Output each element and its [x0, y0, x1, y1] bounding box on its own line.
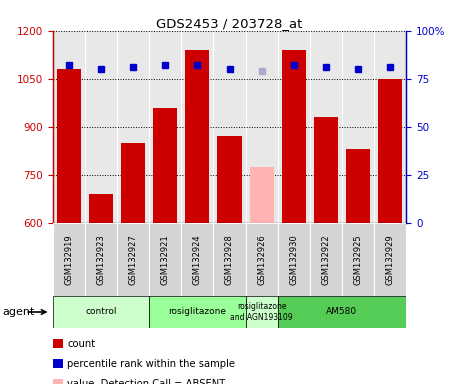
Text: AM580: AM580 [326, 308, 358, 316]
Text: GSM132929: GSM132929 [386, 234, 395, 285]
Bar [181, 223, 213, 296]
Bar [278, 296, 406, 328]
Text: GSM132923: GSM132923 [96, 234, 106, 285]
Bar [310, 223, 342, 296]
Bar [149, 296, 246, 328]
Text: agent: agent [2, 307, 35, 317]
Title: GDS2453 / 203728_at: GDS2453 / 203728_at [157, 17, 302, 30]
Text: GSM132926: GSM132926 [257, 234, 266, 285]
Bar [121, 143, 145, 223]
Bar [53, 296, 149, 328]
Text: GSM132928: GSM132928 [225, 234, 234, 285]
Bar [346, 149, 370, 223]
Text: GSM132921: GSM132921 [161, 234, 170, 285]
Text: GSM132925: GSM132925 [353, 234, 363, 285]
Text: value, Detection Call = ABSENT: value, Detection Call = ABSENT [67, 379, 226, 384]
Bar [246, 296, 278, 328]
Bar [282, 50, 306, 223]
Bar [185, 50, 209, 223]
Bar [85, 223, 117, 296]
Text: GSM132924: GSM132924 [193, 234, 202, 285]
Bar [213, 223, 246, 296]
Text: rosiglitazone: rosiglitazone [168, 308, 226, 316]
Bar [278, 223, 310, 296]
Text: percentile rank within the sample: percentile rank within the sample [67, 359, 235, 369]
Bar [250, 167, 274, 223]
Bar [314, 117, 338, 223]
Text: GSM132919: GSM132919 [64, 234, 73, 285]
Text: GSM132927: GSM132927 [129, 234, 138, 285]
Bar [218, 136, 241, 223]
Bar [374, 223, 406, 296]
Bar [246, 223, 278, 296]
Text: control: control [85, 308, 117, 316]
Bar [117, 223, 149, 296]
Bar [378, 79, 402, 223]
Bar [57, 69, 81, 223]
Text: GSM132930: GSM132930 [289, 234, 298, 285]
Bar [153, 108, 177, 223]
Text: count: count [67, 339, 95, 349]
Text: rosiglitazone
and AGN193109: rosiglitazone and AGN193109 [230, 302, 293, 322]
Bar [53, 223, 85, 296]
Bar [149, 223, 181, 296]
Bar [89, 194, 113, 223]
Text: GSM132922: GSM132922 [321, 234, 330, 285]
Bar [342, 223, 374, 296]
